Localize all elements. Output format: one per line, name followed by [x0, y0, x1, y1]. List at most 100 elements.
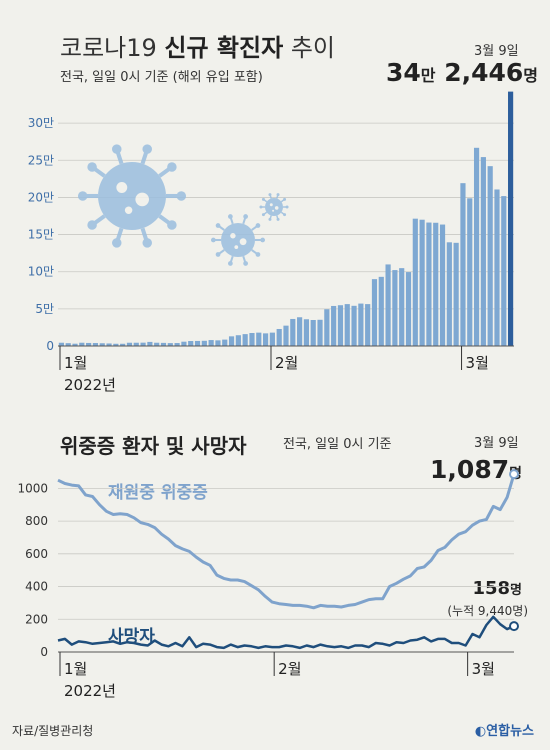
x-tick-label: 2월 [278, 660, 301, 678]
y-tick-label: 15만 [28, 228, 54, 242]
severe-last-num: 1,087 [430, 455, 510, 484]
x-tick-label: 3월 [466, 354, 489, 372]
bar [290, 318, 296, 346]
y-tick-label: 25만 [28, 153, 54, 167]
bar [392, 270, 398, 346]
highlight-value-unit1: 만 [420, 66, 436, 85]
bar [126, 342, 133, 346]
bar [412, 218, 418, 346]
series-label-death: 사망자 [108, 627, 155, 647]
severe-last-value: 1,087명 [430, 455, 522, 484]
bar [215, 340, 221, 346]
y-tick-label: 0 [40, 645, 48, 659]
bar [378, 276, 384, 346]
y-tick-label: 400 [25, 580, 48, 594]
bar [439, 224, 446, 346]
bar [72, 343, 78, 346]
x-tick-label: 1월 [64, 660, 87, 678]
bar [79, 342, 85, 346]
series-line [57, 615, 515, 650]
chart1-title-suffix: 추이 [290, 34, 335, 62]
bar [460, 183, 466, 346]
bar [228, 336, 235, 346]
bar [283, 325, 289, 346]
bar [65, 343, 71, 346]
logo-icon: ◐ [474, 724, 487, 739]
bar [222, 339, 228, 346]
bar [140, 342, 146, 346]
bar [194, 340, 201, 346]
bar [405, 272, 412, 346]
bar [337, 305, 344, 346]
bar [344, 304, 350, 346]
virus-icon [77, 144, 187, 248]
bar [249, 333, 255, 346]
bar [235, 335, 241, 346]
bar [208, 340, 214, 346]
bar [303, 319, 310, 346]
x-tick-label: 2월 [275, 354, 298, 372]
source-credit: 자료/질병관리청 [12, 724, 94, 738]
highlight-value-num2: 2,446 [435, 58, 524, 87]
series-line [57, 473, 516, 610]
bar [433, 222, 439, 346]
y-tick-label: 600 [25, 547, 48, 561]
highlight-value-num1: 34 [385, 58, 421, 87]
year-label: 2022년 [64, 682, 116, 700]
bar [358, 303, 364, 346]
bar [113, 343, 119, 346]
bar [426, 222, 432, 346]
death-last-unit: 명 [510, 583, 522, 598]
bar [99, 343, 105, 346]
cases-bar-chart: 0 5만 10만 15만 20만 25만 30만 1월 2월 3월 2022년 [28, 91, 514, 394]
bar [324, 309, 330, 346]
logo-text: 연합뉴스 [486, 724, 534, 739]
bar [201, 340, 207, 346]
virus-icon [210, 214, 266, 266]
bar [106, 343, 112, 346]
bar [453, 242, 459, 346]
x-tick-label: 3월 [472, 660, 495, 678]
bar [317, 319, 323, 346]
y-tick-label: 0 [46, 339, 54, 353]
chart1-highlight-value: 34만 2,446명 [386, 58, 538, 87]
bar [242, 334, 248, 346]
bar [351, 305, 357, 346]
death-cumulative: (누적 9,440명) [447, 604, 528, 618]
series-end-marker [509, 621, 519, 632]
y-tick-label: 1000 [17, 481, 48, 495]
highlight-value-unit2: 명 [523, 66, 538, 85]
bar [147, 341, 153, 346]
bar [399, 268, 405, 346]
bar [58, 342, 64, 346]
chart1-title-light: 코로나19 [60, 34, 157, 62]
bar [181, 341, 187, 346]
y-tick-label: 5만 [35, 302, 54, 316]
chart1-highlight-date: 3월 9일 [474, 44, 519, 59]
bar [188, 341, 194, 346]
bar [365, 304, 371, 346]
bar [501, 196, 507, 346]
year-label: 2022년 [64, 376, 116, 394]
yonhap-logo: ◐연합뉴스 [475, 720, 534, 739]
chart1-subtitle: 전국, 일일 0시 기준 (해외 유입 포함) [60, 70, 263, 85]
chart2-subtitle: 전국, 일일 0시 기준 [283, 437, 392, 452]
series-end-marker [509, 469, 519, 480]
bar [480, 157, 486, 346]
bar [174, 343, 180, 346]
x-tick-label: 1월 [64, 354, 87, 372]
bar [269, 332, 275, 346]
bar [154, 342, 160, 346]
bar [419, 219, 425, 346]
bar [262, 333, 269, 346]
bar [297, 317, 303, 346]
bar [494, 189, 500, 346]
chart2-title: 위중증 환자 및 사망자 [60, 434, 247, 458]
bar [385, 264, 391, 346]
y-tick-label: 200 [25, 612, 48, 626]
bar [467, 198, 473, 346]
bar [331, 305, 337, 346]
bar [86, 342, 92, 346]
y-tick-label: 800 [25, 514, 48, 528]
